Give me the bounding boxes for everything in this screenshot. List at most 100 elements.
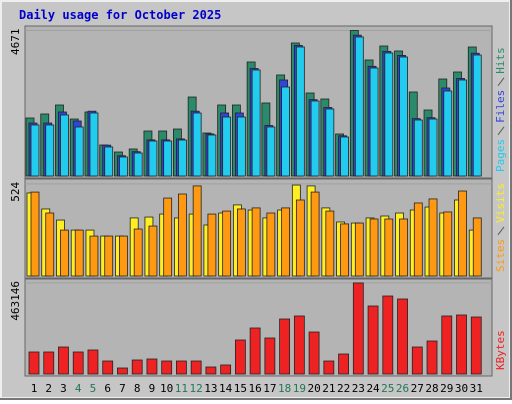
bar: [192, 112, 202, 177]
bar: [293, 315, 305, 375]
bar: [443, 90, 453, 177]
x-tick-label: 25: [381, 382, 394, 395]
legend-entry: KBytes: [494, 330, 507, 370]
bar: [148, 140, 158, 177]
bar: [234, 339, 246, 375]
x-tick-label: 16: [249, 382, 262, 395]
bar: [161, 360, 173, 375]
legend-separator: [497, 226, 505, 236]
bar: [382, 295, 394, 375]
bar: [148, 225, 158, 277]
bar: [176, 360, 187, 375]
bar: [264, 337, 276, 375]
bar: [323, 360, 335, 375]
bar: [325, 108, 335, 177]
x-tick-label: 5: [90, 382, 97, 395]
bar: [178, 193, 187, 277]
bar: [205, 366, 217, 375]
bar: [310, 191, 320, 277]
bar: [472, 54, 482, 177]
bar: [192, 185, 202, 277]
x-tick-label: 2: [45, 382, 52, 395]
bar: [58, 346, 69, 375]
x-tick-label: 30: [455, 382, 468, 395]
x-tick-label: 9: [149, 382, 156, 395]
x-tick-label: 11: [175, 382, 188, 395]
bar: [104, 146, 114, 177]
bar: [397, 298, 408, 375]
bar: [163, 140, 173, 177]
bar: [369, 67, 379, 177]
bar: [207, 134, 217, 177]
bar: [428, 198, 438, 277]
x-tick-label: 27: [411, 382, 424, 395]
bar: [28, 351, 40, 375]
bar: [338, 353, 349, 375]
bar: [384, 52, 394, 177]
bar: [117, 367, 128, 375]
bar: [60, 229, 69, 277]
bar: [60, 114, 69, 177]
x-tick-label: 6: [104, 382, 111, 395]
bar: [340, 136, 349, 177]
bar: [458, 79, 467, 177]
bar: [74, 126, 84, 177]
x-tick-label: 19: [293, 382, 306, 395]
bar: [74, 229, 84, 277]
y-tick-label: 524: [9, 181, 22, 201]
legend-entry: Sites: [494, 239, 507, 272]
x-tick-label: 7: [119, 382, 126, 395]
bar: [249, 327, 261, 375]
bar: [43, 351, 55, 375]
x-tick-label: 20: [307, 382, 320, 395]
bar: [354, 36, 364, 177]
x-tick-label: 13: [204, 382, 217, 395]
bar: [30, 191, 40, 277]
x-tick-label: 3: [60, 382, 67, 395]
bar: [325, 210, 335, 277]
bar: [399, 56, 408, 177]
bar: [133, 228, 143, 277]
bar: [308, 331, 320, 375]
x-tick-label: 4: [75, 382, 82, 395]
legend-entry: Files: [494, 90, 507, 123]
bar: [295, 199, 305, 277]
bar: [367, 305, 379, 375]
bar: [207, 213, 217, 277]
y-tick-label: 463146: [9, 281, 22, 321]
bar: [472, 217, 482, 277]
bar: [251, 69, 261, 177]
bar: [89, 112, 99, 177]
legend-entry: Hits: [494, 47, 507, 74]
x-tick-label: 10: [160, 382, 173, 395]
bar: [72, 351, 84, 375]
bar: [220, 364, 232, 375]
legend-separator: [497, 77, 505, 87]
bar: [456, 314, 467, 375]
x-tick-label: 31: [470, 382, 483, 395]
bar: [146, 358, 158, 375]
bar: [45, 212, 55, 277]
x-tick-label: 1: [31, 382, 38, 395]
bar: [266, 126, 276, 177]
bar: [45, 124, 55, 177]
x-tick-label: 22: [337, 382, 350, 395]
bar: [340, 223, 349, 277]
bar: [30, 124, 40, 177]
bar: [354, 222, 364, 277]
bar: [413, 202, 423, 277]
bar: [102, 360, 114, 375]
x-tick-label: 15: [234, 382, 247, 395]
bar: [295, 46, 305, 177]
bar: [281, 86, 291, 177]
bar: [163, 197, 173, 277]
y-tick-label: 4671: [9, 28, 22, 54]
bar: [369, 218, 379, 277]
x-tick-label: 12: [190, 382, 203, 395]
x-tick-label: 28: [425, 382, 438, 395]
chart-title: Daily usage for October 2025: [19, 8, 221, 22]
x-tick-label: 29: [440, 382, 453, 395]
bar: [428, 118, 438, 177]
x-tick-label: 23: [352, 382, 365, 395]
